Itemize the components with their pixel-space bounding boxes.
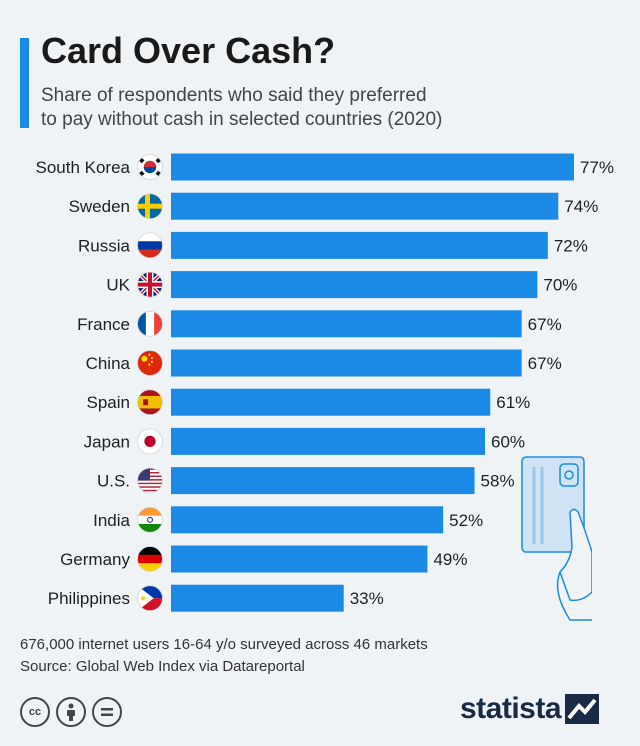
bar: [171, 545, 428, 573]
category-label: Russia: [78, 236, 131, 255]
flag-icon: [137, 389, 163, 416]
flag-icon: [137, 585, 163, 612]
value-label: 72%: [554, 236, 588, 255]
bar-row: South Korea 77%: [35, 153, 614, 181]
flag-icon: [137, 350, 163, 376]
flag-icon: [137, 154, 163, 180]
bar-row: France 67%: [77, 310, 562, 338]
source-note: Source: Global Web Index via Datareporta…: [20, 658, 305, 675]
bar-chart: South Korea 77% Sweden 74% Russia 72% UK 70% Fra…: [35, 153, 614, 612]
flag-icon: [137, 232, 163, 259]
flag-icon: [137, 310, 163, 337]
bar: [171, 310, 522, 338]
title-accent-bar: [20, 38, 29, 128]
subtitle-line-1: Share of respondents who said they prefe…: [41, 85, 427, 106]
value-label: 77%: [580, 158, 614, 177]
bar: [171, 231, 548, 259]
category-label: South Korea: [35, 158, 130, 177]
value-label: 74%: [564, 197, 598, 216]
category-label: India: [93, 511, 130, 530]
category-label: Japan: [84, 432, 130, 451]
chart-title: Card Over Cash?: [41, 30, 336, 71]
bar: [171, 192, 559, 220]
value-label: 52%: [449, 511, 483, 530]
flag-icon: [137, 546, 163, 572]
bar-row: Sweden 74%: [69, 192, 598, 220]
value-label: 60%: [491, 432, 525, 451]
bar: [171, 506, 444, 534]
value-label: 33%: [350, 589, 384, 608]
footnote: 676,000 internet users 16-64 y/o surveye…: [20, 634, 428, 678]
category-label: Spain: [87, 393, 130, 412]
value-label: 67%: [528, 315, 562, 334]
bar-row: UK 70%: [106, 271, 577, 299]
bar-row: U.S. 58%: [97, 467, 515, 495]
flag-icon: [137, 193, 163, 220]
bar-row: India 52%: [93, 506, 483, 534]
bar-row: Spain 61%: [87, 388, 530, 416]
category-label: Germany: [60, 550, 130, 569]
statista-logo[interactable]: statista: [460, 692, 600, 726]
no-derivatives-icon[interactable]: [92, 697, 122, 727]
subtitle-line-2: to pay without cash in selected countrie…: [41, 109, 443, 130]
category-label: U.S.: [97, 472, 130, 491]
category-label: Philippines: [48, 589, 130, 608]
bar-row: China 67%: [86, 349, 562, 377]
flag-icon: [137, 428, 163, 455]
flag-icon: [137, 271, 163, 298]
statista-logo-icon: [565, 694, 600, 724]
attribution-icon[interactable]: [56, 697, 86, 727]
brand-name: statista: [460, 692, 562, 725]
bar: [171, 467, 475, 495]
bar-row: Germany 49%: [60, 545, 467, 573]
category-label: UK: [106, 276, 130, 295]
bar-row: Philippines 33%: [48, 584, 384, 612]
value-label: 49%: [433, 550, 467, 569]
value-label: 61%: [496, 393, 530, 412]
value-label: 58%: [481, 472, 515, 491]
flag-icon: [137, 506, 163, 533]
bar: [171, 388, 491, 416]
bar: [171, 271, 538, 299]
card-hand-illustration: [521, 456, 592, 621]
bar: [171, 349, 522, 377]
bar-row: Japan 60%: [84, 427, 525, 455]
category-label: Sweden: [69, 197, 130, 216]
flag-icon: [137, 467, 163, 494]
value-label: 70%: [543, 276, 577, 295]
survey-note: 676,000 internet users 16-64 y/o surveye…: [20, 636, 428, 653]
chart-subtitle: Share of respondents who said they prefe…: [41, 84, 601, 132]
category-label: China: [86, 354, 131, 373]
cc-icon[interactable]: cc: [20, 697, 50, 727]
license-icons: cc: [20, 697, 122, 727]
bar-row: Russia 72%: [78, 231, 588, 259]
bar: [171, 153, 574, 181]
bar: [171, 584, 344, 612]
bar: [171, 427, 486, 455]
category-label: France: [77, 315, 130, 334]
value-label: 67%: [528, 354, 562, 373]
